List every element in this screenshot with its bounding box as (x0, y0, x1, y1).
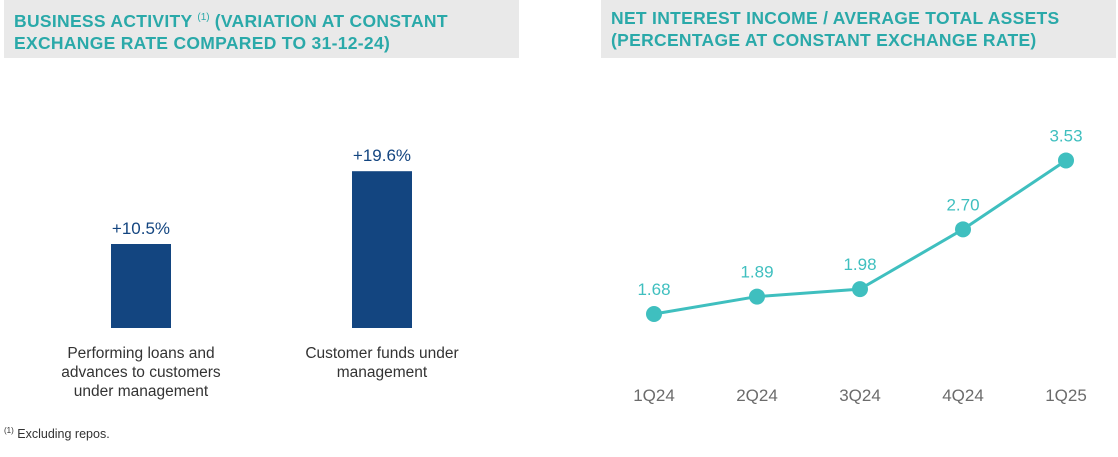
left-title-footnote-marker: (1) (197, 12, 210, 23)
data-label-0: 1.68 (637, 280, 670, 299)
bar-value-label-0: +10.5% (112, 219, 170, 238)
data-point-1 (749, 288, 765, 305)
bar-category-label-0-0: Performing loans and (67, 345, 214, 362)
data-label-4: 3.53 (1049, 126, 1082, 145)
footnote: (1) Excluding repos. (4, 426, 110, 441)
data-label-3: 2.70 (946, 195, 979, 214)
bar-category-label-0-1: advances to customers (61, 364, 221, 381)
left-chart-title: BUSINESS ACTIVITY (1) (VARIATION AT CONS… (14, 7, 509, 54)
bar-category-label-1-0: Customer funds under (305, 345, 458, 362)
x-tick-label-1: 2Q24 (736, 386, 778, 405)
data-label-1: 1.89 (740, 263, 773, 282)
data-point-4 (1058, 152, 1074, 169)
right-chart-header: NET INTEREST INCOME / AVERAGE TOTAL ASSE… (601, 0, 1116, 58)
bar-0 (111, 244, 171, 328)
data-point-3 (955, 221, 971, 238)
business-activity-bar-chart: +10.5% Performing loans and advances to cu… (61, 146, 458, 400)
data-point-2 (852, 281, 868, 298)
footnote-marker: (1) (4, 426, 14, 435)
left-title-part2: (VARIATION AT CONSTANT EXCHANGE RATE COM… (14, 11, 448, 53)
left-chart-header: BUSINESS ACTIVITY (1) (VARIATION AT CONS… (4, 0, 519, 58)
left-title-part1: BUSINESS ACTIVITY (14, 11, 198, 31)
x-tick-label-2: 3Q24 (839, 386, 881, 405)
data-point-0 (646, 306, 662, 322)
x-tick-label-0: 1Q24 (633, 386, 675, 405)
right-chart-title: NET INTEREST INCOME / AVERAGE TOTAL ASSE… (611, 8, 1060, 50)
bar-category-label-1-1: management (337, 364, 428, 381)
bar-value-label-1: +19.6% (353, 146, 411, 165)
x-tick-label-4: 1Q25 (1045, 386, 1087, 405)
data-label-2: 1.98 (843, 255, 876, 274)
bar-1 (352, 171, 412, 328)
bar-category-label-0-2: under management (74, 383, 209, 400)
x-tick-label-3: 4Q24 (942, 386, 984, 405)
footnote-text: Excluding repos. (13, 427, 110, 441)
